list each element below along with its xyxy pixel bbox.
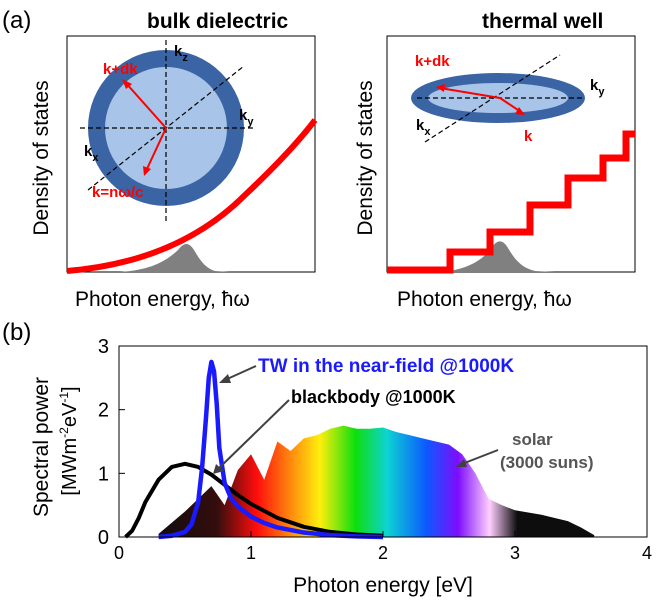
y-tick-label: 1 xyxy=(98,463,109,485)
bb-annotation-arrowhead xyxy=(213,464,224,474)
left-ylabel: Density of states xyxy=(30,80,53,235)
right-dos-staircase xyxy=(387,130,635,274)
x-tick-label: 2 xyxy=(378,543,388,563)
bb-annotation: blackbody @1000K xyxy=(291,387,456,407)
y-tick-label: 0 xyxy=(98,527,109,549)
x-tick-label: 4 xyxy=(642,543,652,563)
right-k-label: k xyxy=(524,128,533,145)
right-thermal-bump xyxy=(440,241,555,272)
tw-annotation: TW in the near-field @1000K xyxy=(258,356,514,377)
tw-near-field-line xyxy=(158,359,384,540)
solar-annotation-arrow xyxy=(461,449,499,465)
chart-xlabel: Photon energy [eV] xyxy=(293,574,473,597)
solar-annotation-line2: (3000 suns) xyxy=(500,453,594,472)
right-arrow-k-plus-dk xyxy=(439,87,501,99)
spectrum-chart: 0 1 2 3 0 1 2 3 4 xyxy=(98,336,652,563)
solar-annotation-arrowhead xyxy=(456,459,467,467)
y-tick-label: 3 xyxy=(98,336,109,358)
x-tick-label: 0 xyxy=(114,543,124,563)
tw-annotation-arrow xyxy=(224,365,257,381)
x-tick-label: 3 xyxy=(510,543,520,563)
right-arrow-k-plus-dk-head xyxy=(436,84,445,92)
right-kx-axis xyxy=(424,54,561,143)
left-xlabel: Photon energy, ħω xyxy=(75,288,250,311)
left-thermal-bump xyxy=(120,244,230,272)
panel-b-label: (b) xyxy=(2,319,31,346)
left-arrow-k-head xyxy=(143,166,151,176)
bb-annotation-arrow xyxy=(216,399,290,471)
left-k-eq-label: k=nω/c xyxy=(92,184,143,201)
left-k-plus-dk-label: k+dk xyxy=(103,61,138,78)
right-arrow-k-head xyxy=(515,107,525,115)
solar-spectrum-area xyxy=(158,425,595,537)
right-title: thermal well xyxy=(482,10,603,33)
left-kz-label: kz xyxy=(174,43,188,64)
y-tick-label: 2 xyxy=(98,400,109,422)
chart-ylabel-line1: Spectral power xyxy=(30,377,53,517)
panel-a-label: (a) xyxy=(2,7,31,34)
x-tick-label: 1 xyxy=(246,543,256,563)
left-ky-label: ky xyxy=(239,107,254,128)
blackbody-line xyxy=(124,461,384,539)
right-ylabel: Density of states xyxy=(354,80,377,235)
left-arrow-k xyxy=(145,127,167,172)
left-title: bulk dielectric xyxy=(147,10,289,33)
left-kx-label: kx xyxy=(84,143,99,164)
left-arrow-k-plus-dk xyxy=(124,81,167,129)
tw-annotation-arrowhead xyxy=(219,374,231,383)
left-dos-curve xyxy=(66,118,318,274)
right-kx-label: kx xyxy=(416,117,431,138)
right-plot-frame xyxy=(386,35,636,273)
left-arrow-k-plus-dk-head xyxy=(122,79,132,89)
right-xlabel: Photon energy, ħω xyxy=(397,288,572,311)
right-ky-label: ky xyxy=(590,77,605,98)
solar-annotation-line1: solar xyxy=(512,430,553,449)
chart-ylabel-line2: [MWm-2eV-1] xyxy=(57,386,81,495)
right-k-plus-dk-label: k+dk xyxy=(415,53,450,70)
